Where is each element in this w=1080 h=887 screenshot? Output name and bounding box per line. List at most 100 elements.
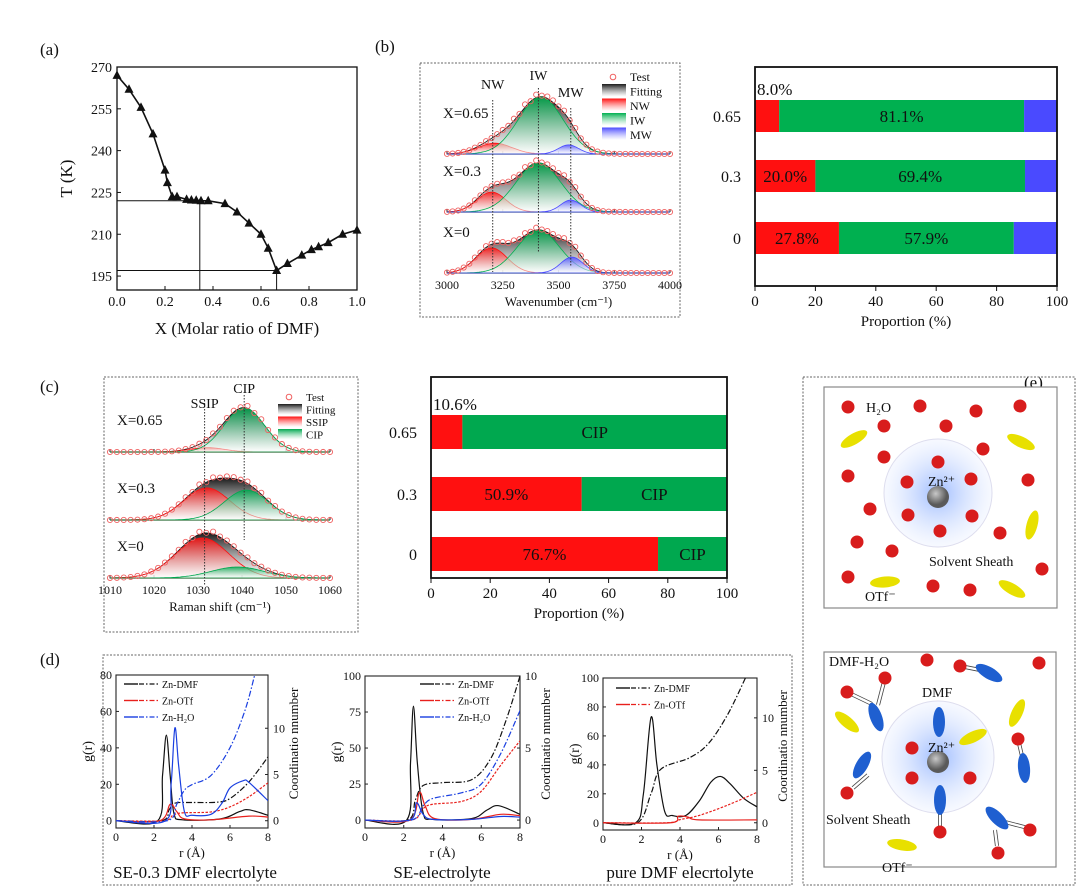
subplot-caption: SE-electrolyte (393, 863, 490, 882)
y2-tick-label: 5 (273, 767, 279, 781)
coordination-number-line (603, 678, 746, 826)
test-data-point (134, 516, 141, 523)
y-tick-label: 225 (91, 186, 112, 201)
test-data-point (549, 230, 556, 238)
x-tick-label: 4000 (658, 278, 682, 292)
x-tick-label: 0.4 (204, 295, 222, 310)
test-data-point (148, 448, 155, 456)
otf-anion (840, 430, 868, 448)
bar-segment-CIP (462, 415, 727, 449)
bar-row-0.3: 50.9% CIP 0.3 (397, 477, 727, 511)
bar-value-label: 57.9% (904, 229, 948, 248)
x-tick-label: 20 (483, 586, 498, 602)
test-data-point (306, 574, 313, 581)
test-data-point (538, 159, 545, 166)
x-axis-title: r (Å) (430, 845, 456, 860)
otf-anion (1025, 510, 1039, 540)
bar-segment-MW (1024, 160, 1057, 192)
water-molecule (841, 570, 855, 584)
y-tick-label: 100 (581, 671, 599, 685)
legend-label: Zn-H₂O (162, 713, 194, 724)
spectrum-X=0.3: X=0.3 (106, 473, 334, 524)
series-label: X=0.3 (117, 481, 155, 497)
test-data-point (594, 207, 601, 214)
data-point-triangle (323, 237, 333, 247)
test-data-point (306, 448, 313, 455)
hydrogen-bond (996, 829, 999, 846)
test-data-point (265, 567, 272, 574)
water-molecule (993, 526, 1007, 540)
test-data-point (320, 574, 327, 581)
x-tick-label: 1050 (274, 583, 298, 597)
water-molecule (953, 659, 967, 673)
water-molecule (913, 399, 927, 413)
data-point-triangle (314, 241, 324, 251)
dmf-molecule (1017, 753, 1031, 783)
x-axis-title: Proportion (%) (861, 314, 951, 330)
data-point-triangle (162, 177, 172, 187)
y-tick-label: 0 (106, 814, 112, 828)
test-data-point (292, 573, 299, 580)
x-tick-label: 0.0 (108, 295, 126, 310)
y-tick-label: 240 (91, 145, 112, 160)
test-data-point (499, 179, 506, 186)
data-point-triangle (172, 191, 182, 201)
test-data-point (443, 269, 451, 276)
y-tick-label: 20 (100, 777, 112, 791)
bar-segment-SSIP (431, 415, 463, 449)
test-data-point (258, 489, 265, 496)
water-molecule (901, 508, 915, 522)
c_bars-chart: 10.6% CIP 0.65 50.9% CIP 0.3 76.7% CIP 0 0 20 40 60 8… (389, 376, 738, 622)
data-point-triangle (232, 206, 242, 216)
category-label: 0.3 (397, 487, 417, 504)
test-data-point (499, 126, 506, 134)
rdf-line (116, 803, 268, 823)
coordination-number-line (116, 756, 268, 823)
phase-diagram-chart: 0.0 0.2 0.4 0.6 0.8 1.0 195 210 225 240 255 270 X (M… (57, 61, 366, 338)
test-data-point (516, 110, 523, 118)
data-point-triangle (263, 243, 273, 252)
test-data-point (120, 574, 127, 581)
test-data-point (168, 448, 175, 455)
water-molecule (840, 786, 854, 800)
panel-border (802, 376, 1076, 886)
test-data-point (499, 239, 506, 246)
test-data-point (127, 448, 134, 456)
water-molecule (877, 419, 891, 433)
test-data-point (522, 164, 529, 171)
spectrum-X=0.3: X=0.3 (443, 157, 674, 216)
water-molecule (920, 653, 934, 667)
dmf-molecule (868, 702, 884, 732)
test-data-point (175, 447, 182, 454)
y2-tick-label: 0 (273, 814, 279, 828)
test-data-point (572, 125, 579, 132)
otf-anion (959, 728, 987, 746)
bar-segment-CIP (658, 537, 727, 571)
test-data-point (182, 538, 189, 545)
y-tick-label: 40 (100, 741, 112, 755)
water-molecule (840, 685, 854, 699)
bar-segment-CIP (581, 477, 727, 511)
test-data-point (175, 546, 182, 553)
test-data-point (141, 448, 148, 456)
test-data-point (313, 448, 320, 455)
bar-value-label: CIP (679, 545, 705, 564)
test-data-point (203, 529, 210, 536)
data-point-triangle (112, 70, 122, 79)
category-label: 0.65 (389, 425, 417, 442)
test-data-point (527, 228, 534, 235)
data-point-triangle (160, 165, 170, 174)
legend-label: Fitting (306, 405, 336, 417)
test-data-point (127, 516, 134, 523)
panel-label-b: (b) (375, 37, 395, 56)
legend-label: NW (630, 99, 651, 113)
x-tick-label: 0.8 (300, 295, 318, 310)
test-data-point (561, 172, 568, 179)
legend-label: Zn-OTf (458, 697, 490, 708)
test-data-point (482, 138, 490, 145)
otf-anion (834, 711, 860, 733)
legend-label: Test (306, 392, 324, 404)
test-data-point (572, 184, 579, 191)
x-tick-label: 3000 (435, 278, 459, 292)
